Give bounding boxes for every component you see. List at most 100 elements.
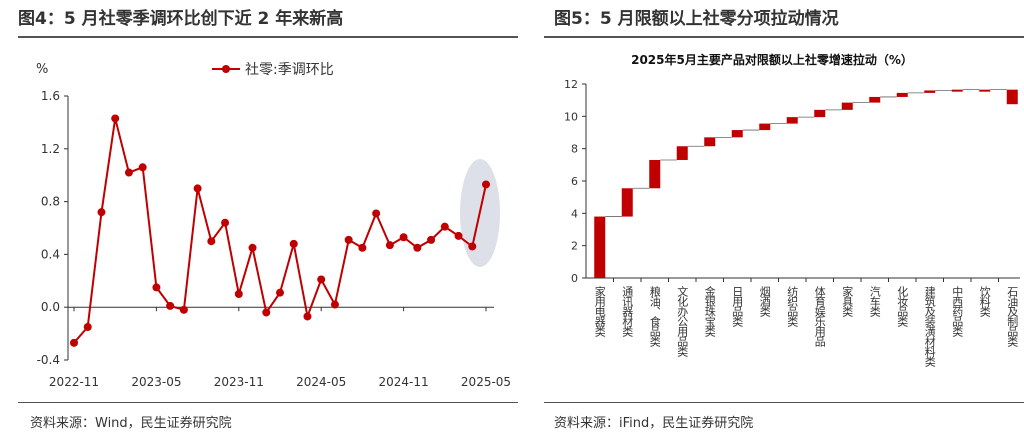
waterfall-bar [979,89,991,92]
category-label: 饮料类 [978,286,991,318]
data-point [330,300,339,309]
waterfall-bar [759,123,771,131]
waterfall-bar [951,89,963,92]
data-point [124,168,133,177]
right-y-tick-label: 10 [564,110,578,123]
legend-marker [222,65,230,73]
data-point [358,243,367,252]
left-y-tick-label: 0.4 [41,247,60,261]
data-point [152,283,161,292]
right-y-tick-label: 2 [571,240,578,253]
category-label: 石油及制品类 [1006,286,1019,348]
data-point [413,243,422,252]
data-point [454,231,463,240]
right-source: 资料来源：iFind，民生证券研究院 [554,416,754,431]
left-x-tick-label: 2024-05 [296,375,346,389]
category-label: 通讯器材类 [621,286,634,338]
left-line-chart: % 社零:季调环比 -0.4 0.0 0.4 0.8 1.2 1.6 2022-11 2023… [36,62,511,389]
category-label: 体育娱乐用品 [813,285,826,347]
right-title-rule [544,36,1024,38]
category-label: 日用品类 [731,286,744,328]
right-panel: 图5：5 月限额以上社零分项拉动情况 2025年5月主要产品对限额以上社零增速拉… [512,0,1024,437]
data-point [207,237,216,246]
category-label: 化妆品类 [896,285,909,328]
data-point [289,239,298,248]
right-y-tick-label: 8 [571,143,578,156]
category-label: 家用电器类 [593,285,606,338]
left-axes: -0.4 0.0 0.4 0.8 1.2 1.6 2022-11 2023-05 2023-11… [37,89,511,389]
category-label: 家具类 [841,285,854,318]
waterfall-bars [594,89,1018,278]
data-point [276,288,284,297]
left-y-tick-label: -0.4 [37,353,60,367]
left-y-tick-label: 0.0 [41,300,60,314]
category-label: 汽车类 [868,285,881,318]
category-label: 纺织品类 [786,285,799,328]
data-point [248,243,257,252]
waterfall-bar [1006,89,1018,105]
right-figure-title: 图5：5 月限额以上社零分项拉动情况 [554,9,839,29]
right-y-tick-label: 6 [571,175,578,188]
data-point [317,275,326,284]
data-point [468,242,477,251]
left-panel: 图4：5 月社零季调环比创下近 2 年来新高 % 社零:季调环比 -0.4 0.0… [18,9,518,431]
data-point [399,233,408,242]
left-source: 资料来源：Wind，民生证券研究院 [30,416,232,431]
category-label: 中西药品类 [951,286,964,338]
left-y-tick-label: 1.6 [41,89,60,103]
right-axes: 0 2 4 6 8 10 12 家用电器类 通讯器材类 粮油、食品类 文化办公用品类 金银珠宝类 日用品… [564,78,1020,368]
left-source-rule [18,402,518,403]
right-waterfall-chart: 2025年5月主要产品对限额以上社零增速拉动（%） 0 2 4 6 8 10 12 家用电器类… [564,52,1020,368]
left-x-tick-label: 2023-05 [131,375,181,389]
data-point [234,290,243,298]
left-x-tick-label: 2022-11 [49,375,99,389]
left-x-tick-label: 2024-11 [379,375,429,389]
waterfall-bar [594,216,606,278]
data-point [385,241,394,250]
data-point [372,209,381,218]
waterfall-bar [869,96,881,103]
category-label: 粮油、食品类 [648,285,661,348]
waterfall-bar [896,92,908,97]
waterfall-bar [704,137,716,147]
category-label: 建筑及装潢材料类 [923,285,936,368]
right-y-tick-label: 4 [571,207,578,220]
left-y-tick-label: 1.2 [41,142,60,156]
waterfall-bar [649,159,661,189]
data-point [83,323,92,331]
data-point [303,312,312,321]
left-x-tick-label: 2025-05 [461,375,511,389]
data-point [111,114,120,123]
series-points [70,114,490,347]
waterfall-bar [786,117,798,124]
waterfall-bar [621,188,633,217]
data-point [427,235,436,244]
left-y-tick-label: 0.8 [41,195,60,209]
series-line [73,118,487,344]
data-point [262,308,271,317]
category-label: 烟酒类 [758,285,771,318]
left-legend-label: 社零:季调环比 [245,62,334,78]
waterfall-bar [676,146,688,160]
left-figure-title: 图4：5 月社零季调环比创下近 2 年来新高 [18,9,344,29]
left-x-tick-label: 2023-11 [214,375,264,389]
data-point [221,218,230,227]
right-y-tick-label: 0 [571,272,578,285]
right-y-tick-label: 12 [564,78,578,91]
data-point [193,184,202,193]
category-label: 文化办公用品类 [676,285,689,358]
data-point [97,208,106,217]
category-label: 金银珠宝类 [703,285,716,338]
data-point [138,163,147,172]
right-chart-title: 2025年5月主要产品对限额以上社零增速拉动（%） [631,52,913,67]
data-point [344,235,353,244]
waterfall-bar [841,102,853,110]
data-point [166,301,175,310]
waterfall-bar [731,130,743,138]
left-unit-label: % [36,62,48,77]
left-title-rule [18,36,518,38]
waterfall-bar [924,90,936,93]
waterfall-bar [814,109,826,118]
data-point [440,222,449,231]
data-point [70,338,78,347]
